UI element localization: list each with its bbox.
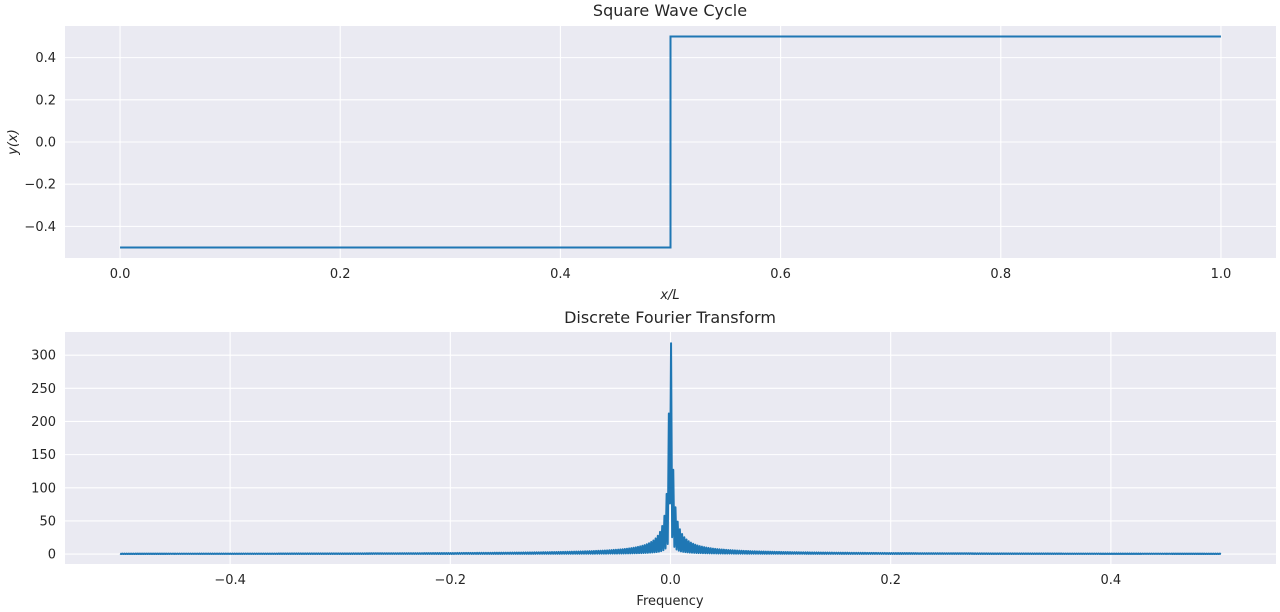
x-tick-labels: 0.0 0.2 0.4 0.6 0.8 1.0 (110, 267, 1232, 282)
y-tick-label: 50 (39, 514, 56, 529)
x-tick-label: −0.2 (435, 573, 467, 588)
y-tick-label: 0.0 (35, 136, 56, 151)
y-tick-label: −0.2 (24, 178, 56, 193)
y-tick-label: 0.4 (35, 51, 56, 66)
y-tick-labels: −0.4 −0.2 0.0 0.2 0.4 (24, 51, 56, 235)
y-tick-labels: 0 50 100 150 200 250 300 (31, 349, 56, 563)
x-axis-label: x/L (659, 288, 679, 303)
x-axis-label: Frequency (636, 594, 703, 609)
dft-chart: −0.4 −0.2 0.0 0.2 0.4 0 50 100 150 200 250 300 Dis… (31, 308, 1276, 609)
x-tick-label: 0.6 (770, 267, 791, 282)
x-tick-label: −0.4 (214, 573, 246, 588)
series-line (119, 342, 1222, 556)
series-line (120, 35, 1221, 249)
y-tick-label: −0.4 (24, 220, 56, 235)
y-tick-label: 200 (31, 415, 56, 430)
x-tick-label: 0.0 (110, 267, 131, 282)
y-tick-label: 300 (31, 349, 56, 364)
series-layer (119, 342, 1222, 556)
x-tick-label: 0.2 (330, 267, 351, 282)
y-tick-label: 150 (31, 448, 56, 463)
x-tick-label: 1.0 (1211, 267, 1232, 282)
y-tick-label: 0.2 (35, 93, 56, 108)
y-tick-label: 100 (31, 481, 56, 496)
chart-title: Square Wave Cycle (593, 1, 747, 20)
x-tick-labels: −0.4 −0.2 0.0 0.2 0.4 (214, 573, 1121, 588)
x-tick-label: 0.4 (550, 267, 571, 282)
x-tick-label: 0.8 (990, 267, 1011, 282)
y-tick-label: 0 (48, 548, 56, 563)
square-wave-chart: 0.0 0.2 0.4 0.6 0.8 1.0 −0.4 −0.2 0.0 0.2 0.4 Squ… (6, 1, 1276, 303)
x-tick-label: 0.0 (660, 573, 681, 588)
y-axis-label: y(x) (6, 129, 21, 156)
series-layer (120, 35, 1221, 249)
x-tick-label: 0.4 (1101, 573, 1122, 588)
x-tick-label: 0.2 (880, 573, 901, 588)
y-tick-label: 250 (31, 382, 56, 397)
chart-title: Discrete Fourier Transform (564, 308, 776, 327)
